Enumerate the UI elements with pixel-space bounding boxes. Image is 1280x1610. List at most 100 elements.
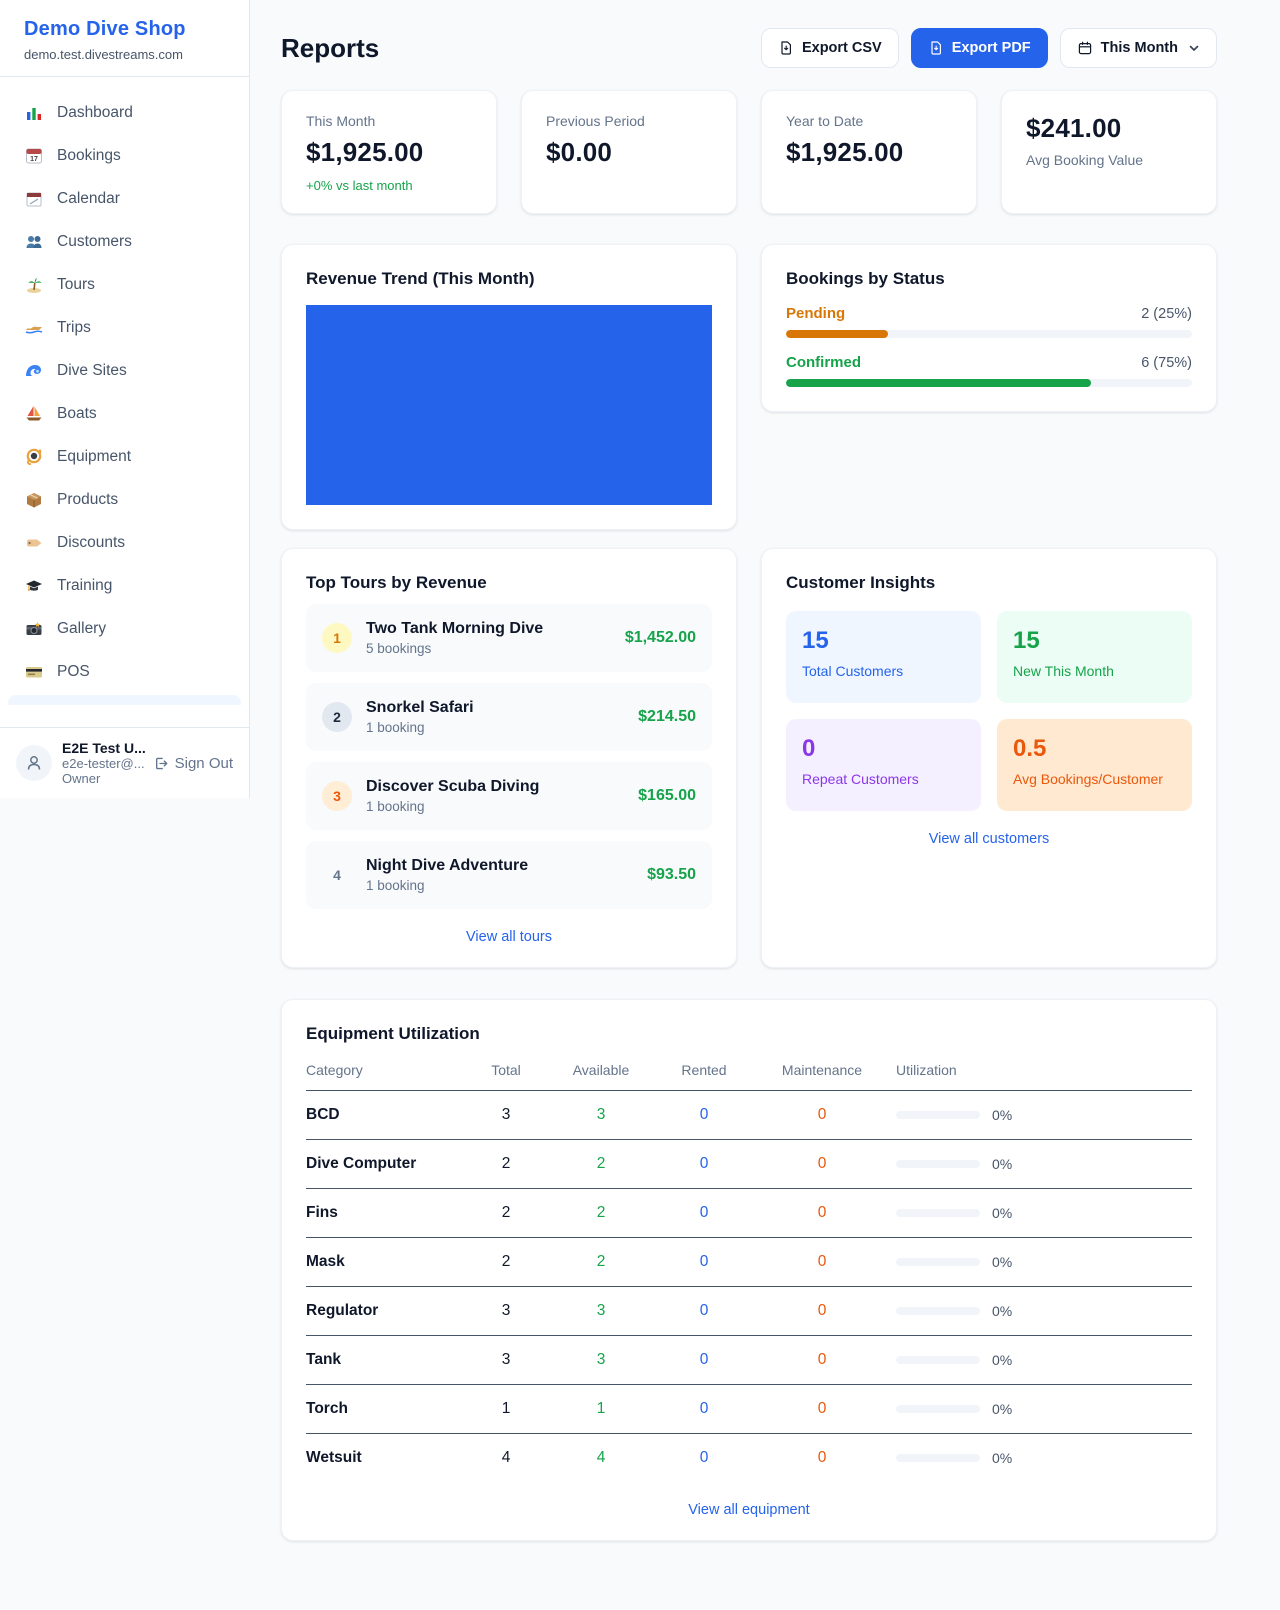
table-row: Fins 2 2 0 0 0% [306, 1189, 1192, 1238]
rank-badge: 4 [333, 867, 341, 883]
sign-out-button[interactable]: Sign Out [152, 755, 233, 772]
user-name: E2E Test U... [62, 740, 146, 756]
tour-row[interactable]: 3 Discover Scuba Diving 1 booking $165.0… [306, 762, 712, 830]
equipment-category: Wetsuit [306, 1449, 362, 1466]
utilization-bar [896, 1160, 980, 1168]
view-all-equipment-link[interactable]: View all equipment [688, 1502, 810, 1518]
rank-badge: 1 [322, 623, 352, 653]
utilization-percent: 0% [992, 1450, 1013, 1466]
people-icon [24, 232, 44, 252]
col-header-maintenance: Maintenance [781, 1062, 863, 1078]
utilization-bar [896, 1307, 980, 1315]
sidebar-item-tours[interactable]: Tours [0, 263, 249, 306]
sidebar-item-boats[interactable]: Boats [0, 392, 249, 435]
wave-icon [24, 361, 44, 381]
sidebar-item-dashboard[interactable]: Dashboard [0, 91, 249, 134]
equipment-maintenance: 0 [817, 1351, 827, 1368]
sidebar-item-dive-sites[interactable]: Dive Sites [0, 349, 249, 392]
export-csv-button[interactable]: Export CSV [760, 28, 899, 68]
sidebar-item-products[interactable]: Products [0, 478, 249, 521]
shop-name: Demo Dive Shop [24, 18, 186, 40]
insight-label: Repeat Customers [802, 771, 919, 787]
equipment-rented: 0 [699, 1351, 709, 1368]
tour-row[interactable]: 4 Night Dive Adventure 1 booking $93.50 [306, 841, 712, 909]
period-dropdown-value: This Month [1100, 40, 1178, 56]
tour-name: Night Dive Adventure [366, 857, 529, 874]
utilization-bar [896, 1356, 980, 1364]
insight-tile-repeat-customers: 0 Repeat Customers [786, 719, 981, 811]
equipment-total: 3 [501, 1351, 511, 1368]
rank-badge: 3 [322, 781, 352, 811]
sidebar: Demo Dive Shop demo.test.divestreams.com… [0, 0, 250, 798]
utilization-percent: 0% [992, 1205, 1013, 1221]
equipment-category: Tank [306, 1351, 342, 1368]
tour-revenue: $1,452.00 [624, 629, 696, 646]
equipment-maintenance: 0 [817, 1155, 827, 1172]
sidebar-item-bookings[interactable]: 17 Bookings [0, 134, 249, 177]
stats-row: This Month $1,925.00 +0% vs last month P… [281, 90, 1217, 214]
graduation-cap-icon [24, 576, 44, 596]
utilization-bar [896, 1454, 980, 1462]
sidebar-item-reports-partial[interactable] [8, 695, 241, 705]
equipment-available: 3 [596, 1351, 606, 1368]
sidebar-header: Demo Dive Shop demo.test.divestreams.com [0, 0, 249, 77]
speedboat-icon [24, 318, 44, 338]
stat-card-year-to-date: Year to Date $1,925.00 [761, 90, 977, 214]
view-all-customers-link[interactable]: View all customers [928, 831, 1050, 847]
insight-grid: 15 Total Customers 15 New This Month 0 R… [786, 611, 1192, 811]
tour-row[interactable]: 1 Two Tank Morning Dive 5 bookings $1,45… [306, 604, 712, 672]
header-actions: Export CSV Export PDF This Month [760, 28, 1217, 68]
insight-tile-total-customers: 15 Total Customers [786, 611, 981, 703]
sidebar-item-label: Bookings [57, 146, 121, 164]
stat-value: $0.00 [546, 137, 613, 167]
stat-change: +0% vs last month [306, 178, 413, 193]
equipment-maintenance: 0 [817, 1106, 827, 1123]
chevron-down-icon [1189, 45, 1199, 51]
sidebar-item-equipment[interactable]: Equipment [0, 435, 249, 478]
equipment-category: Torch [306, 1400, 348, 1417]
calendar-date-icon: 17 [24, 146, 44, 166]
bookings-by-status-title: Bookings by Status [786, 269, 945, 288]
utilization-bar [896, 1405, 980, 1413]
sidebar-item-label: Trips [57, 318, 91, 336]
tour-revenue: $214.50 [638, 708, 696, 725]
equipment-category: BCD [306, 1106, 340, 1123]
equipment-rented: 0 [699, 1302, 709, 1319]
stat-value: $241.00 [1026, 113, 1122, 143]
export-pdf-button[interactable]: Export PDF [910, 28, 1048, 68]
sidebar-item-pos[interactable]: POS [0, 650, 249, 693]
equipment-total: 2 [501, 1155, 511, 1172]
status-bar-track [786, 379, 1192, 387]
status-label: Pending [786, 305, 846, 322]
revenue-trend-card: Revenue Trend (This Month) [281, 244, 737, 530]
tour-bookings: 1 booking [366, 878, 425, 893]
sidebar-item-training[interactable]: Training [0, 564, 249, 607]
sidebar-item-gallery[interactable]: Gallery [0, 607, 249, 650]
credit-card-icon [24, 662, 44, 682]
island-icon [24, 275, 44, 295]
tour-bookings: 1 booking [366, 720, 425, 735]
sidebar-item-discounts[interactable]: Discounts [0, 521, 249, 564]
charts-row: Revenue Trend (This Month) Bookings by S… [281, 244, 1217, 530]
sidebar-item-calendar[interactable]: Calendar [0, 177, 249, 220]
sidebar-item-label: Dive Sites [57, 361, 127, 379]
insight-tile-new-this-month: 15 New This Month [997, 611, 1192, 703]
user-info: E2E Test U... e2e-tester@... Owner [62, 740, 146, 786]
utilization-bar [896, 1111, 980, 1119]
status-row-pending: Pending 2 (25%) [786, 305, 1192, 338]
tour-revenue: $93.50 [647, 866, 696, 883]
utilization-percent: 0% [992, 1254, 1013, 1270]
insight-value: 0 [802, 735, 816, 762]
equipment-total: 2 [501, 1253, 511, 1270]
sidebar-item-label: Gallery [57, 619, 107, 637]
sidebar-item-label: Calendar [57, 189, 120, 207]
tour-row[interactable]: 2 Snorkel Safari 1 booking $214.50 [306, 683, 712, 751]
period-dropdown[interactable]: This Month [1059, 28, 1217, 68]
equipment-total: 2 [501, 1204, 511, 1221]
sidebar-item-trips[interactable]: Trips [0, 306, 249, 349]
sidebar-item-customers[interactable]: Customers [0, 220, 249, 263]
sign-out-icon [155, 757, 168, 769]
camera-icon [24, 619, 44, 639]
insight-value: 15 [802, 627, 829, 654]
view-all-tours-link[interactable]: View all tours [466, 929, 552, 945]
